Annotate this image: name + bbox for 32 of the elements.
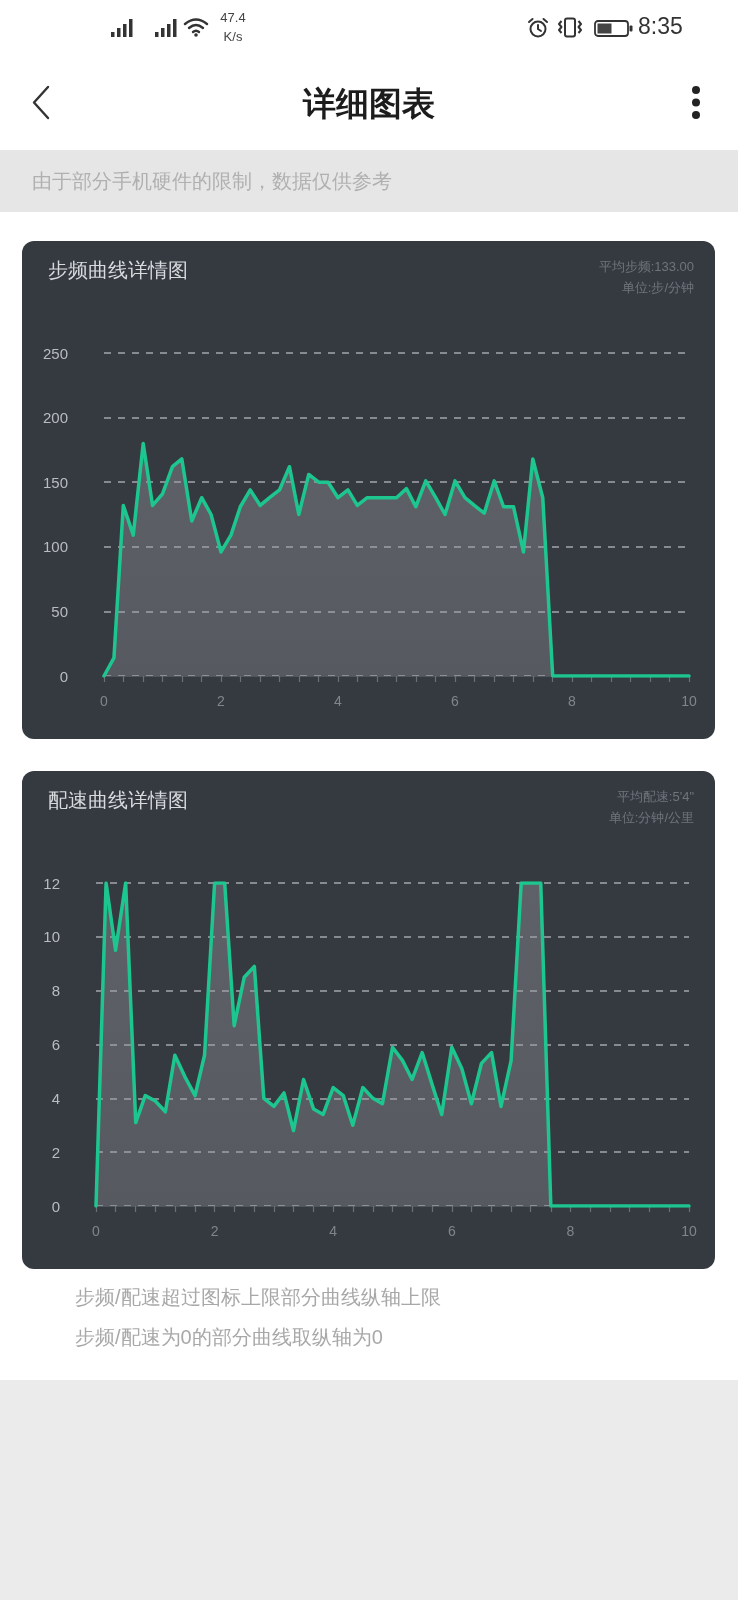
x-tick-label: 2 <box>217 693 226 709</box>
x-tick-label: 6 <box>447 1223 456 1239</box>
x-tick-label: 4 <box>334 693 343 709</box>
chart-title: 配速曲线详情图 <box>48 789 188 811</box>
y-tick-label: 2 <box>51 1143 60 1161</box>
y-tick-label: 50 <box>51 602 68 620</box>
y-tick-label: 0 <box>59 667 68 685</box>
text: 47.4 K/s <box>219 9 247 46</box>
y-tick-label: 200 <box>42 409 68 427</box>
x-tick-label: 8 <box>566 1223 575 1239</box>
x-tick-label: 10 <box>681 693 697 709</box>
text: 步频/配速超过图标上限部分曲线纵轴上限 <box>75 1285 441 1310</box>
y-tick-label: 150 <box>42 473 68 491</box>
y-tick-label: 4 <box>51 1089 60 1107</box>
text: 详细图表 <box>303 84 435 124</box>
y-tick-label: 6 <box>51 1036 60 1053</box>
text: 步频/配速为0的部分曲线取纵轴为0 <box>75 1325 383 1350</box>
chart-title: 步频曲线详情图 <box>48 259 188 281</box>
x-tick-label: 6 <box>451 693 460 709</box>
text: 8:35 <box>638 13 683 40</box>
x-tick-label: 0 <box>92 1223 101 1239</box>
y-tick-label: 12 <box>43 874 60 892</box>
x-tick-label: 2 <box>210 1223 219 1239</box>
x-tick-label: 8 <box>568 693 577 709</box>
y-tick-label: 0 <box>51 1197 60 1215</box>
x-tick-label: 4 <box>329 1223 338 1239</box>
y-tick-label: 100 <box>42 538 68 556</box>
x-tick-label: 10 <box>681 1223 697 1239</box>
x-tick-label: 0 <box>100 693 109 709</box>
y-tick-label: 250 <box>42 344 68 362</box>
y-tick-label: 8 <box>51 982 60 1000</box>
y-tick-label: 10 <box>43 928 60 946</box>
